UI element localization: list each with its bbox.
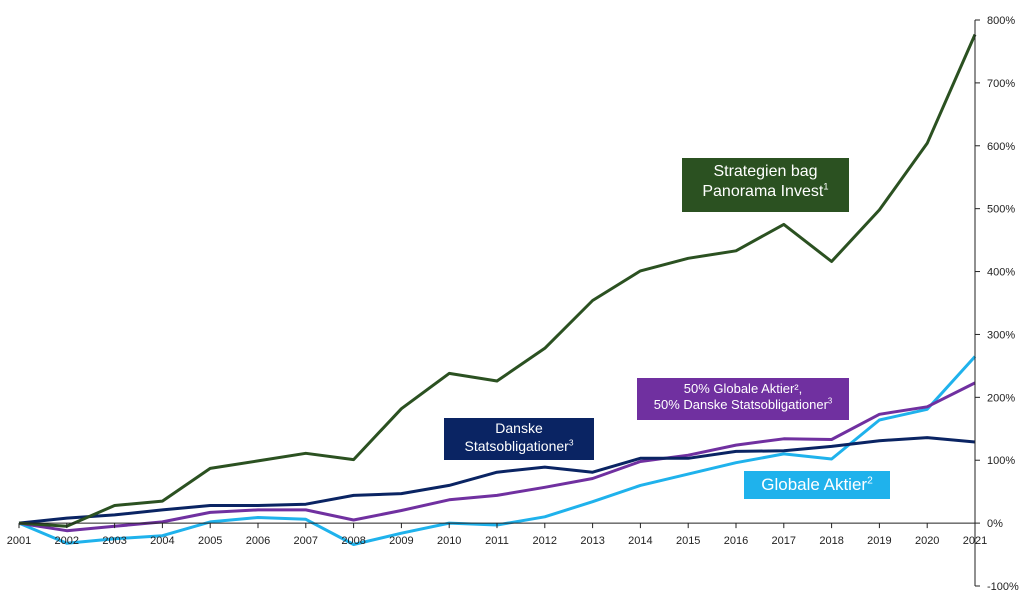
y-tick-label: 500% [987, 204, 1015, 216]
x-tick-label: 2010 [437, 535, 461, 547]
strategy-series-line [18, 33, 977, 528]
x-tick-label: 2019 [867, 535, 891, 547]
y-tick-label: 200% [987, 392, 1015, 404]
x-tick-label: 2017 [772, 535, 796, 547]
x-tick-label: 2007 [294, 535, 318, 547]
danske-series-line [18, 436, 976, 525]
x-tick-label: 2009 [389, 535, 413, 547]
danske-label-footnote: 3 [568, 436, 574, 447]
mix-label-line2: 50% Danske Statsobligationer [653, 397, 828, 413]
y-axis-ticks: -100% 0% 100% 200% 300% 400% 500% 600% 700% 800% [975, 15, 1019, 593]
x-tick-label: 2013 [580, 535, 604, 547]
x-tick-label: 2021 [963, 535, 987, 547]
x-tick-label: 2003 [102, 535, 126, 547]
x-axis-ticks: 2001 2002 2003 2004 2005 2006 2007 2008 2009 2010… [7, 523, 987, 547]
globale-series-label: Globale Aktier2 [744, 471, 890, 499]
globale-label-footnote: 2 [867, 475, 873, 487]
mix-label-footnote: 3 [827, 396, 833, 406]
x-tick-label: 2001 [7, 535, 31, 547]
x-tick-label: 2018 [819, 535, 843, 547]
x-tick-label: 2002 [55, 535, 79, 547]
x-tick-label: 2020 [915, 535, 939, 547]
mix-series-label: 50% Globale Aktier², 50% Danske Statsobl… [637, 378, 849, 420]
mix-label-line1: 50% Globale Aktier², [683, 381, 803, 396]
x-tick-label: 2014 [628, 535, 652, 547]
y-tick-label: 400% [987, 267, 1015, 279]
x-tick-label: 2005 [198, 535, 222, 547]
x-tick-label: 2004 [150, 535, 174, 547]
y-tick-label: 800% [987, 15, 1015, 27]
y-tick-label: 700% [987, 78, 1015, 90]
y-tick-label: 300% [987, 329, 1015, 341]
globale-label-text: Globale Aktier [761, 475, 868, 494]
x-tick-label: 2008 [341, 535, 365, 547]
strategy-series-label: Strategien bag Panorama Invest1 [682, 158, 849, 212]
x-tick-label: 2016 [724, 535, 748, 547]
x-tick-label: 2015 [676, 535, 700, 547]
x-tick-label: 2011 [485, 535, 509, 547]
y-tick-label: 0% [987, 518, 1003, 530]
danske-label-line1: Danske [495, 420, 543, 436]
strategy-label-footnote: 1 [823, 181, 829, 193]
mix-series-line [18, 381, 976, 533]
danske-label-line2: Statsobligationer [464, 437, 569, 454]
danske-series-label: Danske Statsobligationer3 [444, 418, 594, 460]
y-tick-label: 600% [987, 141, 1015, 153]
series-layer [18, 33, 977, 546]
strategy-label-line1: Strategien bag [713, 163, 818, 180]
strategy-label-line2: Panorama Invest [702, 183, 824, 200]
x-tick-label: 2006 [246, 535, 270, 547]
y-tick-label: 100% [987, 455, 1015, 467]
y-tick-label: -100% [987, 581, 1019, 593]
x-tick-label: 2012 [533, 535, 557, 547]
